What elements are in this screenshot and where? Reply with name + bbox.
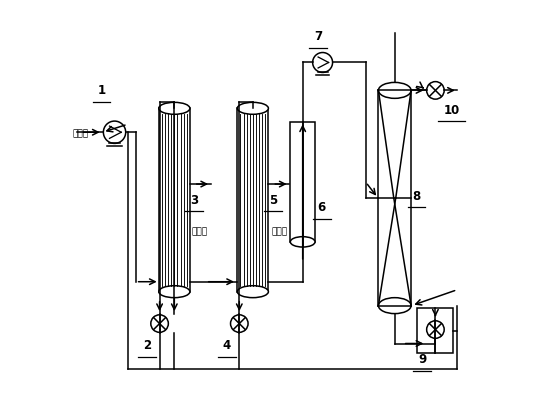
Text: 2: 2: [143, 339, 151, 352]
Circle shape: [427, 321, 444, 338]
Text: 异丁醉: 异丁醉: [73, 129, 89, 138]
Circle shape: [427, 82, 444, 99]
Text: 5: 5: [269, 194, 277, 206]
Text: 8: 8: [412, 190, 420, 202]
Circle shape: [151, 315, 168, 332]
Ellipse shape: [378, 82, 411, 98]
Text: 1: 1: [98, 84, 106, 97]
Text: 4: 4: [223, 339, 231, 352]
Bar: [418, 308, 453, 354]
Circle shape: [230, 315, 248, 332]
Ellipse shape: [159, 102, 190, 114]
Text: 导热油: 导热油: [271, 227, 287, 236]
Text: 3: 3: [190, 194, 198, 206]
Text: 6: 6: [318, 202, 326, 214]
Ellipse shape: [237, 286, 269, 298]
Text: 10: 10: [443, 104, 459, 117]
Bar: [159, 108, 190, 292]
Text: 9: 9: [418, 353, 426, 366]
Circle shape: [103, 121, 126, 143]
Ellipse shape: [291, 237, 315, 247]
Bar: [291, 122, 315, 242]
Ellipse shape: [159, 286, 190, 298]
Ellipse shape: [237, 102, 269, 114]
Text: 冷却水: 冷却水: [191, 227, 207, 236]
Ellipse shape: [378, 298, 411, 314]
Bar: [237, 108, 269, 292]
Circle shape: [312, 52, 332, 72]
Text: 7: 7: [314, 30, 322, 43]
